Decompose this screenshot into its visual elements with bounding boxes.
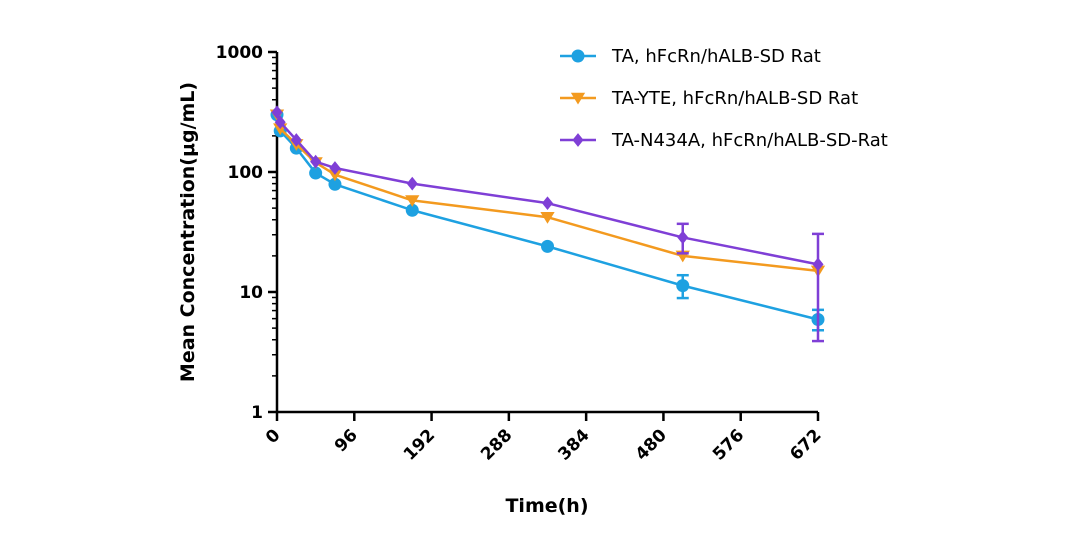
y-tick-label: 1000 xyxy=(216,43,263,63)
series-layer xyxy=(269,105,826,343)
data-point xyxy=(274,115,286,130)
y-ticks: 1 10 100 1000 xyxy=(216,43,277,423)
data-point xyxy=(571,49,585,63)
data-point xyxy=(405,195,420,207)
legend-item: TA-YTE, hFcRn/hALB-SD Rat xyxy=(560,88,858,109)
data-point xyxy=(309,166,323,180)
data-point xyxy=(677,230,689,245)
series-3 xyxy=(271,105,824,343)
legend-label: TA-YTE, hFcRn/hALB-SD Rat xyxy=(611,88,858,109)
data-point xyxy=(327,169,343,182)
data-point xyxy=(310,154,322,169)
data-point xyxy=(290,133,302,147)
x-tick-label: 288 xyxy=(477,425,516,464)
data-point xyxy=(570,92,586,105)
x-tick-label: 384 xyxy=(554,425,593,464)
data-point xyxy=(572,133,584,147)
legend-label: TA-N434A, hFcRn/hALB-SD-Rat xyxy=(611,130,888,151)
x-tick-label: 576 xyxy=(709,425,748,464)
legend: TA, hFcRn/hALB-SD Rat TA-YTE, hFcRn/hALB-… xyxy=(560,46,888,151)
y-tick-label: 10 xyxy=(239,283,263,303)
y-tick-label: 100 xyxy=(228,163,264,183)
data-point xyxy=(271,105,283,120)
x-tick-label: 96 xyxy=(331,425,362,456)
x-tick-label: 672 xyxy=(786,425,825,464)
y-tick-label: 1 xyxy=(251,403,263,423)
data-point xyxy=(540,212,555,224)
legend-item: TA, hFcRn/hALB-SD Rat xyxy=(560,46,821,67)
data-point xyxy=(676,279,690,293)
x-tick-label: 480 xyxy=(632,425,671,464)
data-point xyxy=(406,176,418,191)
legend-item: TA-N434A, hFcRn/hALB-SD-Rat xyxy=(560,130,888,151)
x-axis-title: Time(h) xyxy=(505,495,588,517)
legend-label: TA, hFcRn/hALB-SD Rat xyxy=(611,46,821,67)
data-point xyxy=(329,161,341,175)
data-point xyxy=(328,177,342,191)
data-point xyxy=(541,196,554,210)
x-tick-label: 192 xyxy=(400,425,439,464)
data-point xyxy=(812,257,824,272)
data-point xyxy=(541,239,554,253)
data-point xyxy=(405,203,419,217)
x-tick-label: 0 xyxy=(262,425,285,448)
x-ticks: 0 96 192 288 384 480 576 672 xyxy=(262,412,826,465)
y-axis-title: Mean Concentration(μg/mL) xyxy=(177,82,199,382)
